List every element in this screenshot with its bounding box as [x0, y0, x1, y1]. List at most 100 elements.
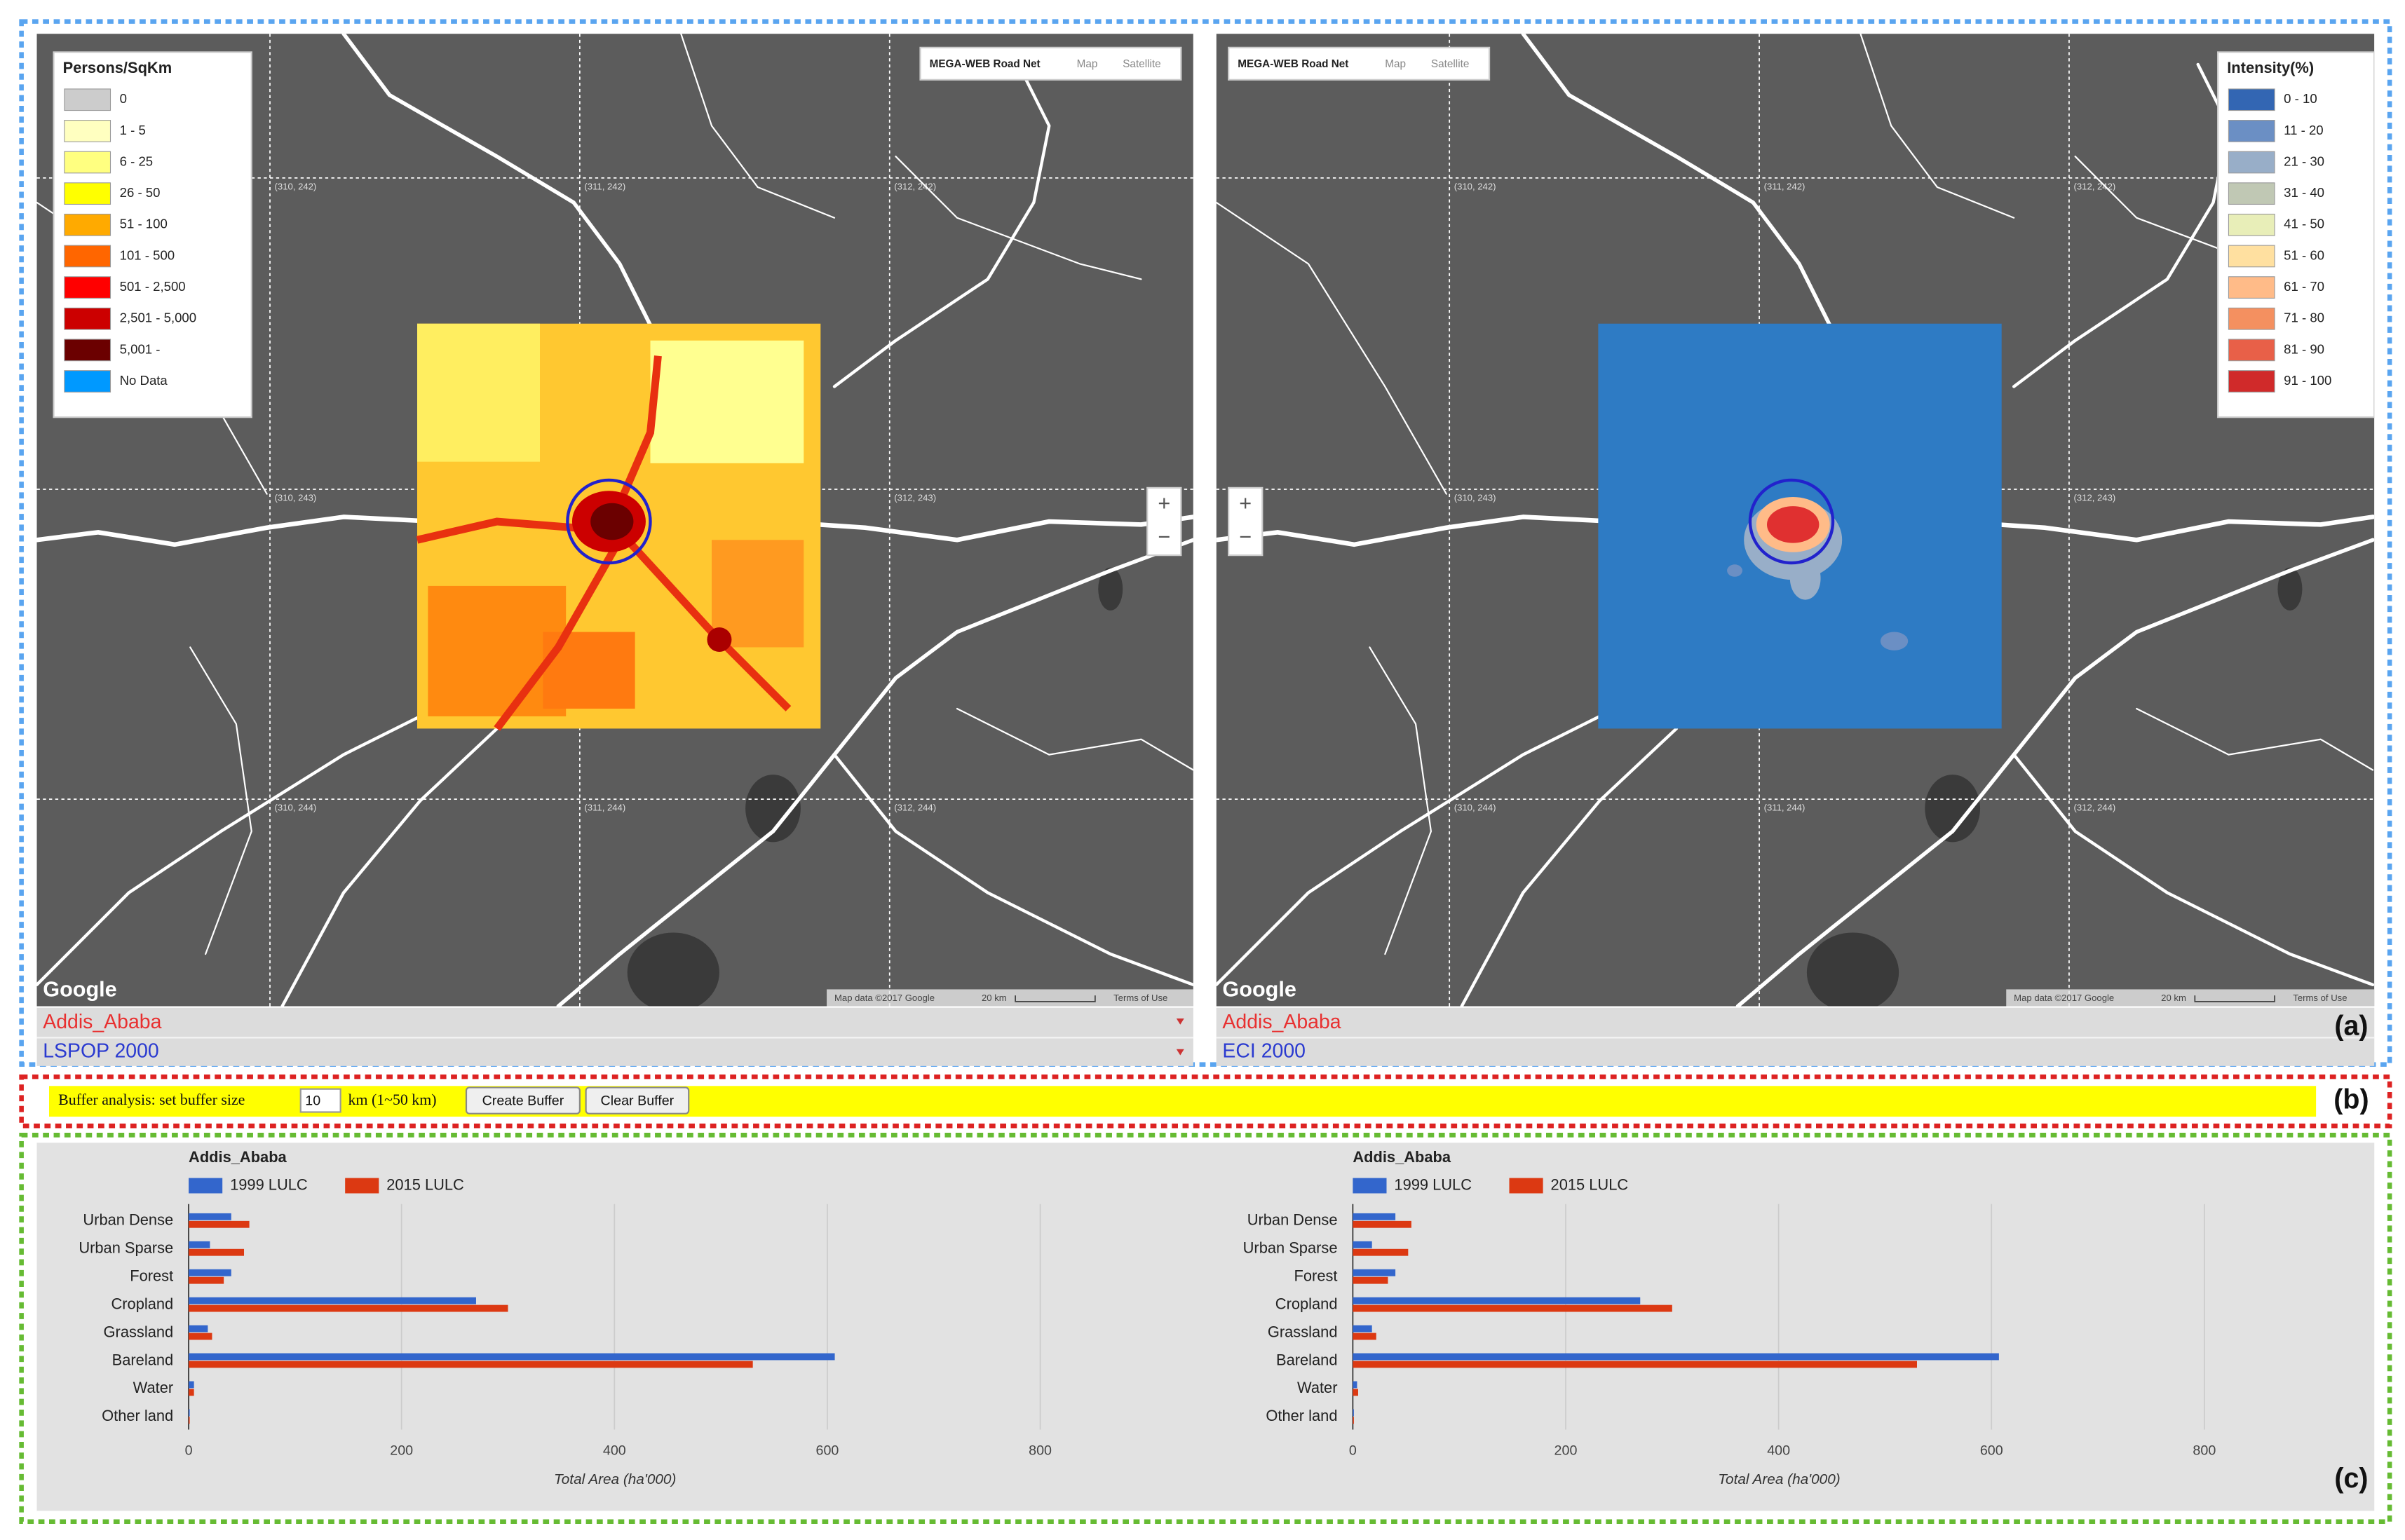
x-axis-title: Total Area (ha'000): [554, 1471, 676, 1487]
legend-label: 1 - 5: [120, 123, 146, 137]
layer-select[interactable]: ECI 2000: [1222, 1040, 1306, 1063]
legend-swatch: [64, 120, 111, 142]
bar: [1353, 1220, 1411, 1228]
legend-label: 31 - 40: [2284, 185, 2324, 200]
legend-swatch: [64, 370, 111, 393]
bar: [189, 1304, 508, 1312]
lake: [745, 775, 801, 843]
grid-label: (312, 242): [894, 181, 936, 191]
legend-swatch: [64, 151, 111, 174]
map-right[interactable]: (310, 242) (311, 242) (312, 242) (310, 243)…: [1216, 34, 2375, 1012]
map-type-control: [919, 46, 1182, 81]
zoom-in[interactable]: +: [1239, 491, 1252, 515]
map-type-button[interactable]: MEGA-WEB Road Net: [1238, 58, 1348, 70]
buffer-button[interactable]: Create Buffer: [482, 1093, 564, 1108]
y-tick-label: Other land: [1266, 1407, 1337, 1424]
y-tick-label: Water: [1297, 1379, 1337, 1396]
legend-swatch: [345, 1178, 379, 1194]
lake: [2277, 567, 2303, 611]
zoom-in[interactable]: +: [1158, 491, 1170, 515]
chart-title: Addis_Ababa: [189, 1148, 287, 1166]
y-tick-label: Urban Dense: [83, 1211, 173, 1229]
panel-label: (c): [2334, 1463, 2368, 1494]
map-left[interactable]: (310, 242) (311, 242) (312, 242) (310, 243)…: [36, 34, 1195, 1012]
bar: [189, 1297, 476, 1304]
legend-label: 0: [120, 91, 127, 106]
legend-swatch: [2228, 120, 2275, 142]
y-tick-label: Bareland: [112, 1351, 174, 1368]
buffer-button[interactable]: Clear Buffer: [601, 1093, 675, 1108]
zoom-out[interactable]: −: [1158, 525, 1170, 549]
bar: [1353, 1213, 1396, 1220]
legend-label: 101 - 500: [120, 247, 175, 262]
x-tick-label: 800: [2193, 1443, 2216, 1458]
legend-swatch: [2228, 339, 2275, 362]
y-tick-label: Forest: [1294, 1267, 1338, 1284]
x-tick-label: 200: [390, 1443, 413, 1458]
grid-label: (312, 244): [2074, 803, 2116, 813]
bar: [1353, 1333, 1376, 1340]
map-logo: Google: [1222, 978, 1296, 1002]
map-type-button[interactable]: Map: [1385, 58, 1406, 70]
panel-label: (a): [2334, 1011, 2368, 1042]
region-select[interactable]: Addis_Ababa: [43, 1011, 161, 1033]
legend-label: 81 - 90: [2284, 341, 2324, 356]
legend-label: 2015 LULC: [386, 1176, 464, 1193]
bar: [1353, 1409, 1354, 1417]
legend-label: 1999 LULC: [230, 1176, 308, 1193]
bar: [189, 1361, 753, 1368]
y-tick-label: Grassland: [1268, 1323, 1338, 1340]
map-type-button[interactable]: Satellite: [1123, 58, 1160, 70]
panel-c-frame: [19, 1133, 2392, 1525]
legend-swatch: [2228, 276, 2275, 299]
grid-label: (310, 242): [1454, 181, 1496, 191]
buffer-input[interactable]: 10: [305, 1093, 320, 1108]
legend-swatch: [2228, 182, 2275, 205]
map-type-button[interactable]: Satellite: [1431, 58, 1469, 70]
x-tick-label: 400: [603, 1443, 626, 1458]
x-tick-label: 200: [1554, 1443, 1578, 1458]
bar: [189, 1276, 224, 1284]
legend-swatch: [2228, 213, 2275, 236]
layer-select[interactable]: LSPOP 2000: [43, 1040, 158, 1063]
grid-label: (312, 244): [894, 803, 936, 813]
grid-label: (310, 244): [1454, 803, 1496, 813]
x-axis-title: Total Area (ha'000): [1718, 1471, 1840, 1487]
footer-bg: [827, 989, 1193, 1007]
bar: [189, 1333, 212, 1340]
grid-label: (311, 244): [1764, 803, 1806, 813]
legend-label: 61 - 70: [2284, 279, 2324, 294]
legend-swatch: [189, 1178, 223, 1194]
legend-swatch: [64, 213, 111, 236]
map-type-button[interactable]: Map: [1077, 58, 1098, 70]
legend-title: Intensity(%): [2227, 59, 2314, 76]
button-box[interactable]: [465, 1086, 581, 1115]
x-tick-label: 600: [816, 1443, 839, 1458]
map-logo: Google: [43, 978, 116, 1002]
button-box[interactable]: [585, 1086, 690, 1115]
panel-a-frame: [19, 19, 2392, 1067]
buffer-input-box[interactable]: [299, 1088, 341, 1113]
bar: [1353, 1353, 1999, 1361]
zoom-out[interactable]: −: [1239, 525, 1252, 549]
y-tick-label: Urban Sparse: [79, 1239, 173, 1257]
legend-label: 2015 LULC: [1551, 1176, 1629, 1193]
region-select[interactable]: Addis_Ababa: [1222, 1011, 1341, 1033]
legend-swatch: [64, 339, 111, 362]
bar: [189, 1417, 190, 1424]
bar: [1353, 1417, 1354, 1424]
grid-label: (310, 244): [275, 803, 317, 813]
bar: [189, 1381, 194, 1389]
legend-label: 51 - 100: [120, 217, 168, 231]
bar: [1353, 1248, 1409, 1256]
map-footer: 20 km: [2161, 993, 2186, 1003]
bar: [1353, 1325, 1372, 1333]
chart-title: Addis_Ababa: [1353, 1148, 1451, 1166]
y-tick-label: Cropland: [111, 1295, 173, 1312]
bar: [1353, 1304, 1672, 1312]
legend-label: 6 - 25: [120, 154, 154, 168]
population-raster: [416, 323, 821, 731]
y-tick-label: Other land: [102, 1407, 173, 1424]
map-type-button[interactable]: MEGA-WEB Road Net: [930, 58, 1041, 70]
bar: [189, 1213, 231, 1220]
